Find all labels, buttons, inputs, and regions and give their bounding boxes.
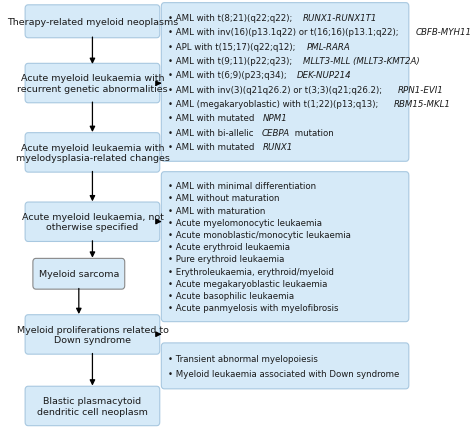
Text: • AML without maturation: • AML without maturation [168,194,280,203]
Text: RBM15-MKL1: RBM15-MKL1 [394,100,451,109]
Text: NPM1: NPM1 [263,114,288,123]
Text: Acute myeloid leukaemia with
recurrent genetic abnormalities: Acute myeloid leukaemia with recurrent g… [17,74,168,94]
Text: CEBPA: CEBPA [262,128,290,137]
FancyBboxPatch shape [161,172,409,322]
Text: Myeloid proliferations related to
Down syndrome: Myeloid proliferations related to Down s… [17,325,168,344]
Text: • AML with inv(3)(q21q26.2) or t(3;3)(q21;q26.2);: • AML with inv(3)(q21q26.2) or t(3;3)(q2… [168,85,385,95]
Text: • AML with mutated: • AML with mutated [168,114,257,123]
Text: RUNX1-RUNX1T1: RUNX1-RUNX1T1 [303,14,377,23]
Text: Therapy-related myeloid neoplasms: Therapy-related myeloid neoplasms [7,18,178,27]
Text: Acute myeloid leukaemia with
myelodysplasia-related changes: Acute myeloid leukaemia with myelodyspla… [16,143,169,163]
Text: PML-RARA: PML-RARA [306,42,350,52]
Text: RUNX1: RUNX1 [263,142,293,152]
Text: • Pure erythroid leukaemia: • Pure erythroid leukaemia [168,255,285,264]
FancyBboxPatch shape [161,343,409,389]
Text: • AML (megakaryoblastic) with t(1;22)(p13;q13);: • AML (megakaryoblastic) with t(1;22)(p1… [168,100,382,109]
Text: • AML with maturation: • AML with maturation [168,206,266,215]
Text: RPN1-EVI1: RPN1-EVI1 [398,85,444,95]
FancyBboxPatch shape [25,134,160,173]
Text: DEK-NUP214: DEK-NUP214 [297,71,352,80]
Text: Blastic plasmacytoid
dendritic cell neoplasm: Blastic plasmacytoid dendritic cell neop… [37,396,148,416]
FancyBboxPatch shape [25,64,160,103]
Text: • AML with inv(16)(p13.1q22) or t(16;16)(p13.1;q22);: • AML with inv(16)(p13.1q22) or t(16;16)… [168,28,401,37]
Text: • Acute megakaryoblastic leukaemia: • Acute megakaryoblastic leukaemia [168,279,328,288]
Text: Myeloid sarcoma: Myeloid sarcoma [38,270,119,279]
Text: • Acute panmyelosis with myelofibrosis: • Acute panmyelosis with myelofibrosis [168,304,339,313]
Text: • AML with t(9;11)(p22;q23);: • AML with t(9;11)(p22;q23); [168,57,295,66]
Text: • Acute monoblastic/monocytic leukaemia: • Acute monoblastic/monocytic leukaemia [168,230,351,240]
FancyBboxPatch shape [25,202,160,242]
Text: MLLT3-MLL (MLLT3-KMT2A): MLLT3-MLL (MLLT3-KMT2A) [303,57,419,66]
Text: Acute myeloid leukaemia, not
otherwise specified: Acute myeloid leukaemia, not otherwise s… [21,212,164,232]
Text: • AML with t(8;21)(q22;q22);: • AML with t(8;21)(q22;q22); [168,14,295,23]
FancyBboxPatch shape [161,4,409,162]
Text: • Myeloid leukaemia associated with Down syndrome: • Myeloid leukaemia associated with Down… [168,369,400,378]
FancyBboxPatch shape [25,386,160,426]
Text: CBFB-MYH11: CBFB-MYH11 [416,28,472,37]
FancyBboxPatch shape [25,315,160,354]
FancyBboxPatch shape [33,259,125,290]
FancyBboxPatch shape [25,6,160,39]
Text: • APL with t(15;17)(q22;q12);: • APL with t(15;17)(q22;q12); [168,42,299,52]
Text: • AML with t(6;9)(p23;q34);: • AML with t(6;9)(p23;q34); [168,71,290,80]
Text: • AML with mutated: • AML with mutated [168,142,257,152]
Text: • Acute myelomonocytic leukaemia: • Acute myelomonocytic leukaemia [168,218,322,227]
Text: • Transient abnormal myelopoiesis: • Transient abnormal myelopoiesis [168,354,318,363]
Text: • AML with minimal differentiation: • AML with minimal differentiation [168,182,317,191]
Text: • Erythroleukaemia, erythroid/myeloid: • Erythroleukaemia, erythroid/myeloid [168,267,334,276]
Text: • Acute basophilic leukaemia: • Acute basophilic leukaemia [168,291,294,300]
Text: • Acute erythroid leukaemia: • Acute erythroid leukaemia [168,243,290,251]
Text: mutation: mutation [292,128,333,137]
Text: • AML with bi-allelic: • AML with bi-allelic [168,128,256,137]
